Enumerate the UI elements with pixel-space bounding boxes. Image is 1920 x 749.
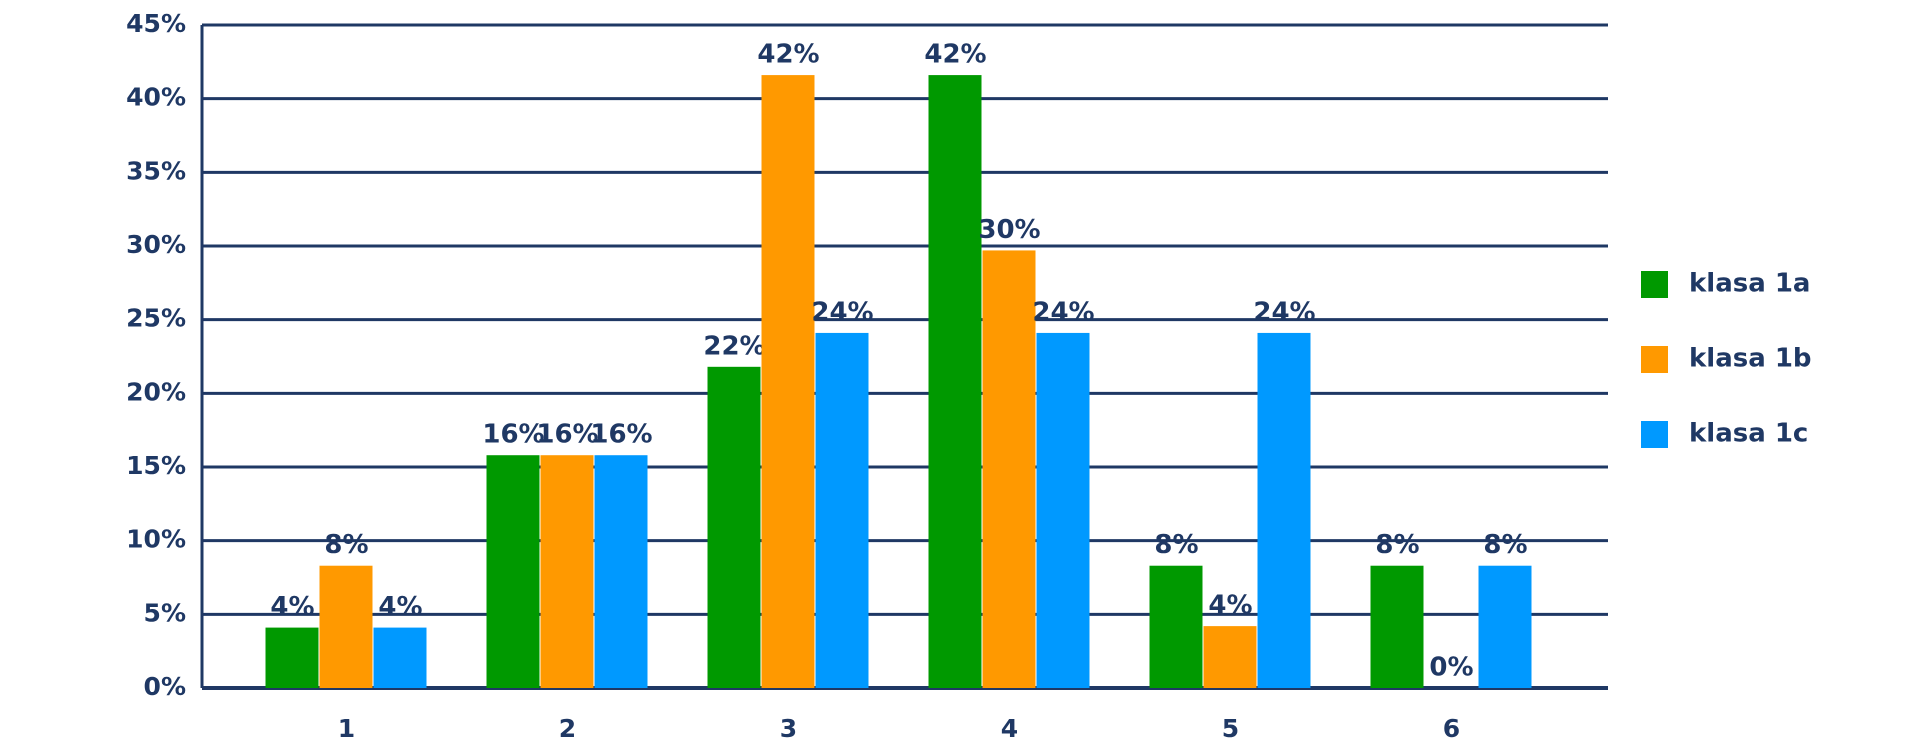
- legend-swatch: [1641, 271, 1668, 298]
- y-tick-label: 20%: [126, 377, 186, 406]
- y-tick-label: 5%: [144, 598, 186, 627]
- x-tick-label: 4: [1001, 714, 1018, 743]
- value-label: 8%: [1154, 530, 1198, 560]
- bar: [319, 565, 373, 688]
- bar: [1370, 565, 1424, 688]
- y-tick-label: 30%: [126, 230, 186, 259]
- value-label: 0%: [1429, 653, 1473, 683]
- x-tick-label: 6: [1443, 714, 1460, 743]
- value-label: 30%: [978, 215, 1040, 245]
- bar: [373, 627, 427, 688]
- value-label: 24%: [1032, 297, 1094, 327]
- legend-swatch: [1641, 346, 1668, 373]
- x-tick-label: 2: [559, 714, 576, 743]
- y-tick-label: 45%: [126, 9, 186, 38]
- y-tick-label: 35%: [126, 156, 186, 185]
- value-label: 4%: [270, 592, 314, 622]
- x-tick-label: 5: [1222, 714, 1239, 743]
- value-label: 16%: [482, 420, 544, 450]
- y-tick-label: 25%: [126, 304, 186, 333]
- y-tick-label: 15%: [126, 451, 186, 480]
- value-label: 8%: [324, 530, 368, 560]
- legend-swatch: [1641, 421, 1668, 448]
- x-tick-label: 3: [780, 714, 797, 743]
- legend-label: klasa 1a: [1689, 269, 1810, 299]
- value-label: 24%: [1253, 297, 1315, 327]
- bar: [707, 366, 761, 688]
- bar: [815, 332, 869, 688]
- bar: [982, 250, 1036, 689]
- value-label: 22%: [703, 331, 765, 361]
- bar: [265, 627, 319, 688]
- bar: [1478, 565, 1532, 688]
- value-label: 4%: [378, 592, 422, 622]
- legend-label: klasa 1b: [1689, 344, 1812, 374]
- y-tick-label: 10%: [126, 525, 186, 554]
- x-tick-label: 1: [338, 714, 355, 743]
- y-tick-label: 40%: [126, 83, 186, 112]
- bar: [594, 455, 648, 688]
- y-tick-label: 0%: [144, 672, 186, 701]
- value-label: 16%: [536, 420, 598, 450]
- value-label: 8%: [1483, 530, 1527, 560]
- value-label: 4%: [1208, 591, 1252, 621]
- value-label: 42%: [757, 40, 819, 70]
- bar: [1203, 626, 1257, 688]
- bar: [1149, 565, 1203, 688]
- bar: [928, 75, 982, 689]
- value-label: 8%: [1375, 530, 1419, 560]
- value-label: 42%: [924, 40, 986, 70]
- legend-label: klasa 1c: [1689, 419, 1808, 449]
- value-label: 24%: [811, 297, 873, 327]
- bar: [1257, 332, 1311, 688]
- bar: [540, 455, 594, 688]
- bar: [486, 455, 540, 688]
- bar: [761, 75, 815, 689]
- bar: [1036, 332, 1090, 688]
- value-label: 16%: [590, 420, 652, 450]
